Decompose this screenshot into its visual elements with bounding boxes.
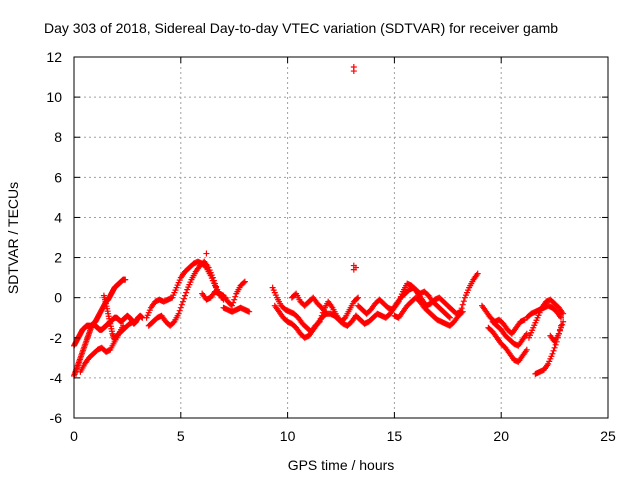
data-point-track-u bbox=[556, 327, 563, 334]
data-point-track-f bbox=[177, 304, 184, 311]
y-tick-label: 12 bbox=[46, 49, 62, 65]
data-point-track-u bbox=[555, 330, 562, 337]
data-point-track-s bbox=[560, 310, 567, 317]
data-point-track-t bbox=[552, 341, 559, 348]
y-axis-ticks: -6 -4 -2 0 2 4 6 8 10 12 bbox=[46, 49, 608, 426]
data-point-track-p bbox=[523, 346, 530, 353]
data-point-track-f bbox=[175, 310, 182, 317]
y-tick-label: -4 bbox=[50, 370, 63, 386]
data-point-track-g bbox=[240, 279, 247, 286]
data-point-track-f bbox=[211, 280, 218, 287]
data-point-track-h bbox=[246, 308, 253, 315]
y-tick-label: 10 bbox=[46, 89, 62, 105]
data-point-track-m bbox=[459, 301, 466, 308]
data-point-track-f bbox=[176, 307, 183, 314]
data-point-track-i bbox=[341, 315, 348, 322]
plot-frame bbox=[73, 56, 609, 419]
y-tick-label: -6 bbox=[50, 410, 63, 426]
data-point-track-u bbox=[560, 318, 567, 325]
x-tick-label: 25 bbox=[600, 428, 616, 444]
x-tick-label: 20 bbox=[493, 428, 509, 444]
chart-title: Day 303 of 2018, Sidereal Day-to-day VTE… bbox=[44, 20, 558, 36]
x-tick-label: 10 bbox=[280, 428, 296, 444]
data-point-track-f bbox=[178, 301, 185, 308]
y-tick-label: 8 bbox=[54, 129, 62, 145]
data-point-track-f bbox=[213, 283, 220, 290]
data-point-track-g bbox=[232, 293, 239, 300]
data-point-track-f bbox=[209, 274, 216, 281]
x-tick-label: 5 bbox=[177, 428, 185, 444]
y-tick-label: 0 bbox=[54, 290, 62, 306]
data-point-track-n bbox=[459, 308, 466, 315]
data-point-track-f bbox=[181, 295, 188, 302]
data-point-track-i bbox=[355, 294, 362, 301]
x-axis-ticks: 0 5 10 15 20 25 bbox=[70, 57, 616, 444]
data-point-track-t bbox=[549, 350, 556, 357]
data-point-outliers bbox=[352, 264, 359, 271]
data-point-track-u bbox=[559, 321, 566, 328]
data-point-track-l bbox=[446, 314, 453, 321]
x-axis-label: GPS time / hours bbox=[288, 457, 395, 473]
grid bbox=[74, 57, 608, 418]
data-point-track-g bbox=[231, 296, 238, 303]
y-tick-label: 2 bbox=[54, 250, 62, 266]
data-point-track-t bbox=[551, 344, 558, 351]
data-point-outliers bbox=[203, 250, 210, 257]
data-point-track-f bbox=[182, 292, 189, 299]
data-point-track-g bbox=[229, 302, 236, 309]
data-point-track-n bbox=[458, 309, 465, 316]
data-point-track-m bbox=[474, 270, 481, 277]
data-point-track-q bbox=[523, 330, 530, 337]
data-point-track-b bbox=[122, 276, 129, 283]
data-point-track-u bbox=[558, 324, 565, 331]
x-tick-label: 15 bbox=[387, 428, 403, 444]
data-point-track-g bbox=[241, 278, 248, 285]
data-point-track-g bbox=[230, 299, 237, 306]
data-point-track-m bbox=[460, 298, 467, 305]
x-tick-label: 0 bbox=[70, 428, 78, 444]
data-point-track-f bbox=[179, 298, 186, 305]
data-point-track-r bbox=[558, 314, 565, 321]
data-point-track-l bbox=[445, 313, 452, 320]
data-point-track-t bbox=[550, 347, 557, 354]
data-point-outliers bbox=[350, 68, 357, 75]
data-point-track-f bbox=[183, 289, 190, 296]
data-point-track-i bbox=[354, 295, 361, 302]
data-point-track-d bbox=[130, 318, 137, 325]
data-point-track-k bbox=[323, 310, 330, 317]
y-tick-label: 4 bbox=[54, 209, 62, 225]
y-tick-label: -2 bbox=[50, 330, 63, 346]
y-axis-label: SDTVAR / TECUs bbox=[5, 182, 21, 294]
data-point-track-f bbox=[170, 319, 177, 326]
data-point-track-f bbox=[210, 277, 217, 284]
y-tick-label: 6 bbox=[54, 169, 62, 185]
data-points bbox=[71, 64, 567, 379]
